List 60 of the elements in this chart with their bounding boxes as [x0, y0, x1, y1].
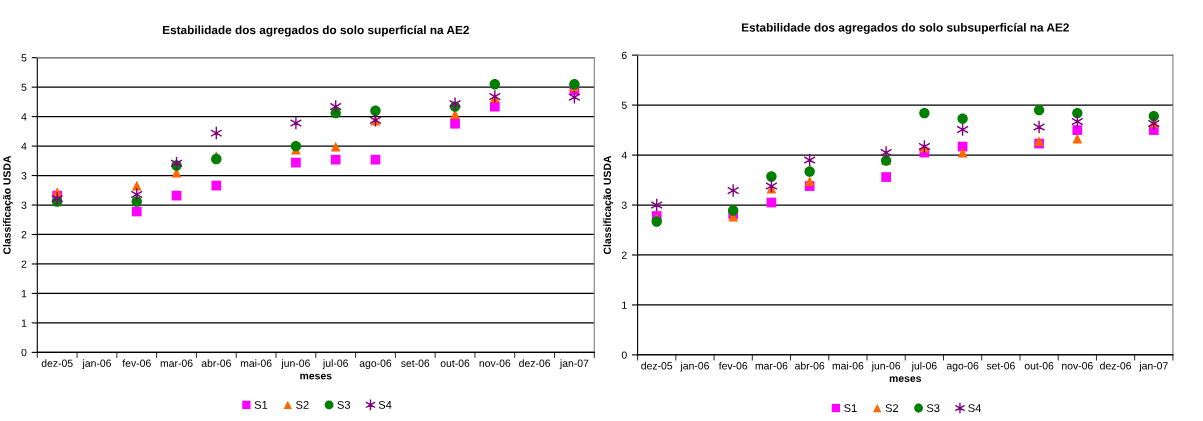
legend-label: S2: [885, 404, 899, 413]
x-tick-label: dez-06: [1100, 361, 1132, 370]
x-tick-label: nov-06: [479, 359, 511, 367]
y-tick-label: 4: [21, 113, 27, 121]
y-tick-label: 0: [621, 351, 627, 359]
x-tick-label: jan-07: [1139, 361, 1168, 372]
x-tick-label: nov-06: [1062, 362, 1093, 370]
chart-title: Estabilidade dos agregados do solo superficíal na AE2: [162, 25, 469, 37]
y-tick-label: 4: [621, 151, 627, 159]
y-tick-label: 2: [21, 260, 27, 268]
x-tick-label: set-06: [986, 362, 1015, 370]
x-tick-label: mar-06: [160, 359, 193, 367]
y-tick-label: 2: [621, 251, 627, 259]
x-tick-label: jun-06: [871, 361, 901, 372]
y-tick-label: 3: [21, 172, 27, 180]
x-tick-label: dez-05: [41, 359, 73, 367]
y-tick-label: 5: [621, 101, 627, 109]
x-tick-label: dez-06: [519, 359, 551, 367]
legend-label: S4: [378, 400, 392, 409]
legend-label: S3: [337, 400, 350, 409]
y-axis-title: Classificação USDA: [3, 155, 13, 255]
x-tick-label: jan-07: [559, 359, 589, 370]
x-tick-label: fev-06: [122, 359, 151, 367]
y-tick-label: 4: [21, 142, 27, 150]
x-tick-label: jan-06: [82, 359, 111, 370]
y-tick-label: 2: [21, 231, 27, 239]
x-tick-label: out-06: [440, 359, 470, 367]
x-tick-label: mai-06: [832, 361, 864, 370]
x-tick-label: jul-06: [911, 361, 937, 372]
y-tick-label: 5: [21, 54, 27, 62]
x-tick-label: mar-06: [755, 362, 788, 370]
x-tick-label: ago-06: [359, 359, 392, 370]
x-tick-label: abr-06: [201, 359, 231, 367]
x-tick-label: set-06: [401, 359, 430, 367]
y-axis-title: Classificação USDA: [603, 155, 614, 255]
y-tick-label: 3: [21, 201, 27, 209]
y-tick-label: 1: [21, 319, 27, 327]
y-tick-label: 0: [21, 348, 27, 357]
x-tick-label: mai-06: [240, 359, 272, 367]
x-tick-label: out-06: [1024, 362, 1054, 370]
x-axis-title: meses: [889, 376, 922, 382]
y-tick-label: 6: [621, 51, 627, 60]
x-tick-label: abr-06: [795, 361, 825, 370]
x-tick-label: jan-06: [680, 361, 709, 372]
legend-label: S4: [968, 404, 981, 413]
x-tick-label: ago-06: [946, 362, 979, 372]
y-tick-label: 1: [622, 301, 627, 309]
legend-label: S1: [254, 400, 268, 409]
x-tick-label: jul-06: [322, 359, 348, 370]
y-tick-label: 3: [621, 201, 627, 209]
x-axis-title: meses: [300, 373, 332, 380]
y-tick-label: 5: [21, 83, 27, 92]
legend-label: S3: [926, 404, 940, 413]
chart-title: Estabilidade dos agregados do solo subsuperficíal na AE2: [741, 22, 1069, 35]
y-tick-label: 1: [21, 290, 27, 298]
legend-label: S2: [296, 400, 309, 409]
x-tick-label: dez-05: [641, 361, 673, 370]
x-tick-label: jun-06: [281, 359, 310, 370]
x-tick-label: fev-06: [718, 361, 748, 370]
legend-label: S1: [844, 404, 857, 413]
